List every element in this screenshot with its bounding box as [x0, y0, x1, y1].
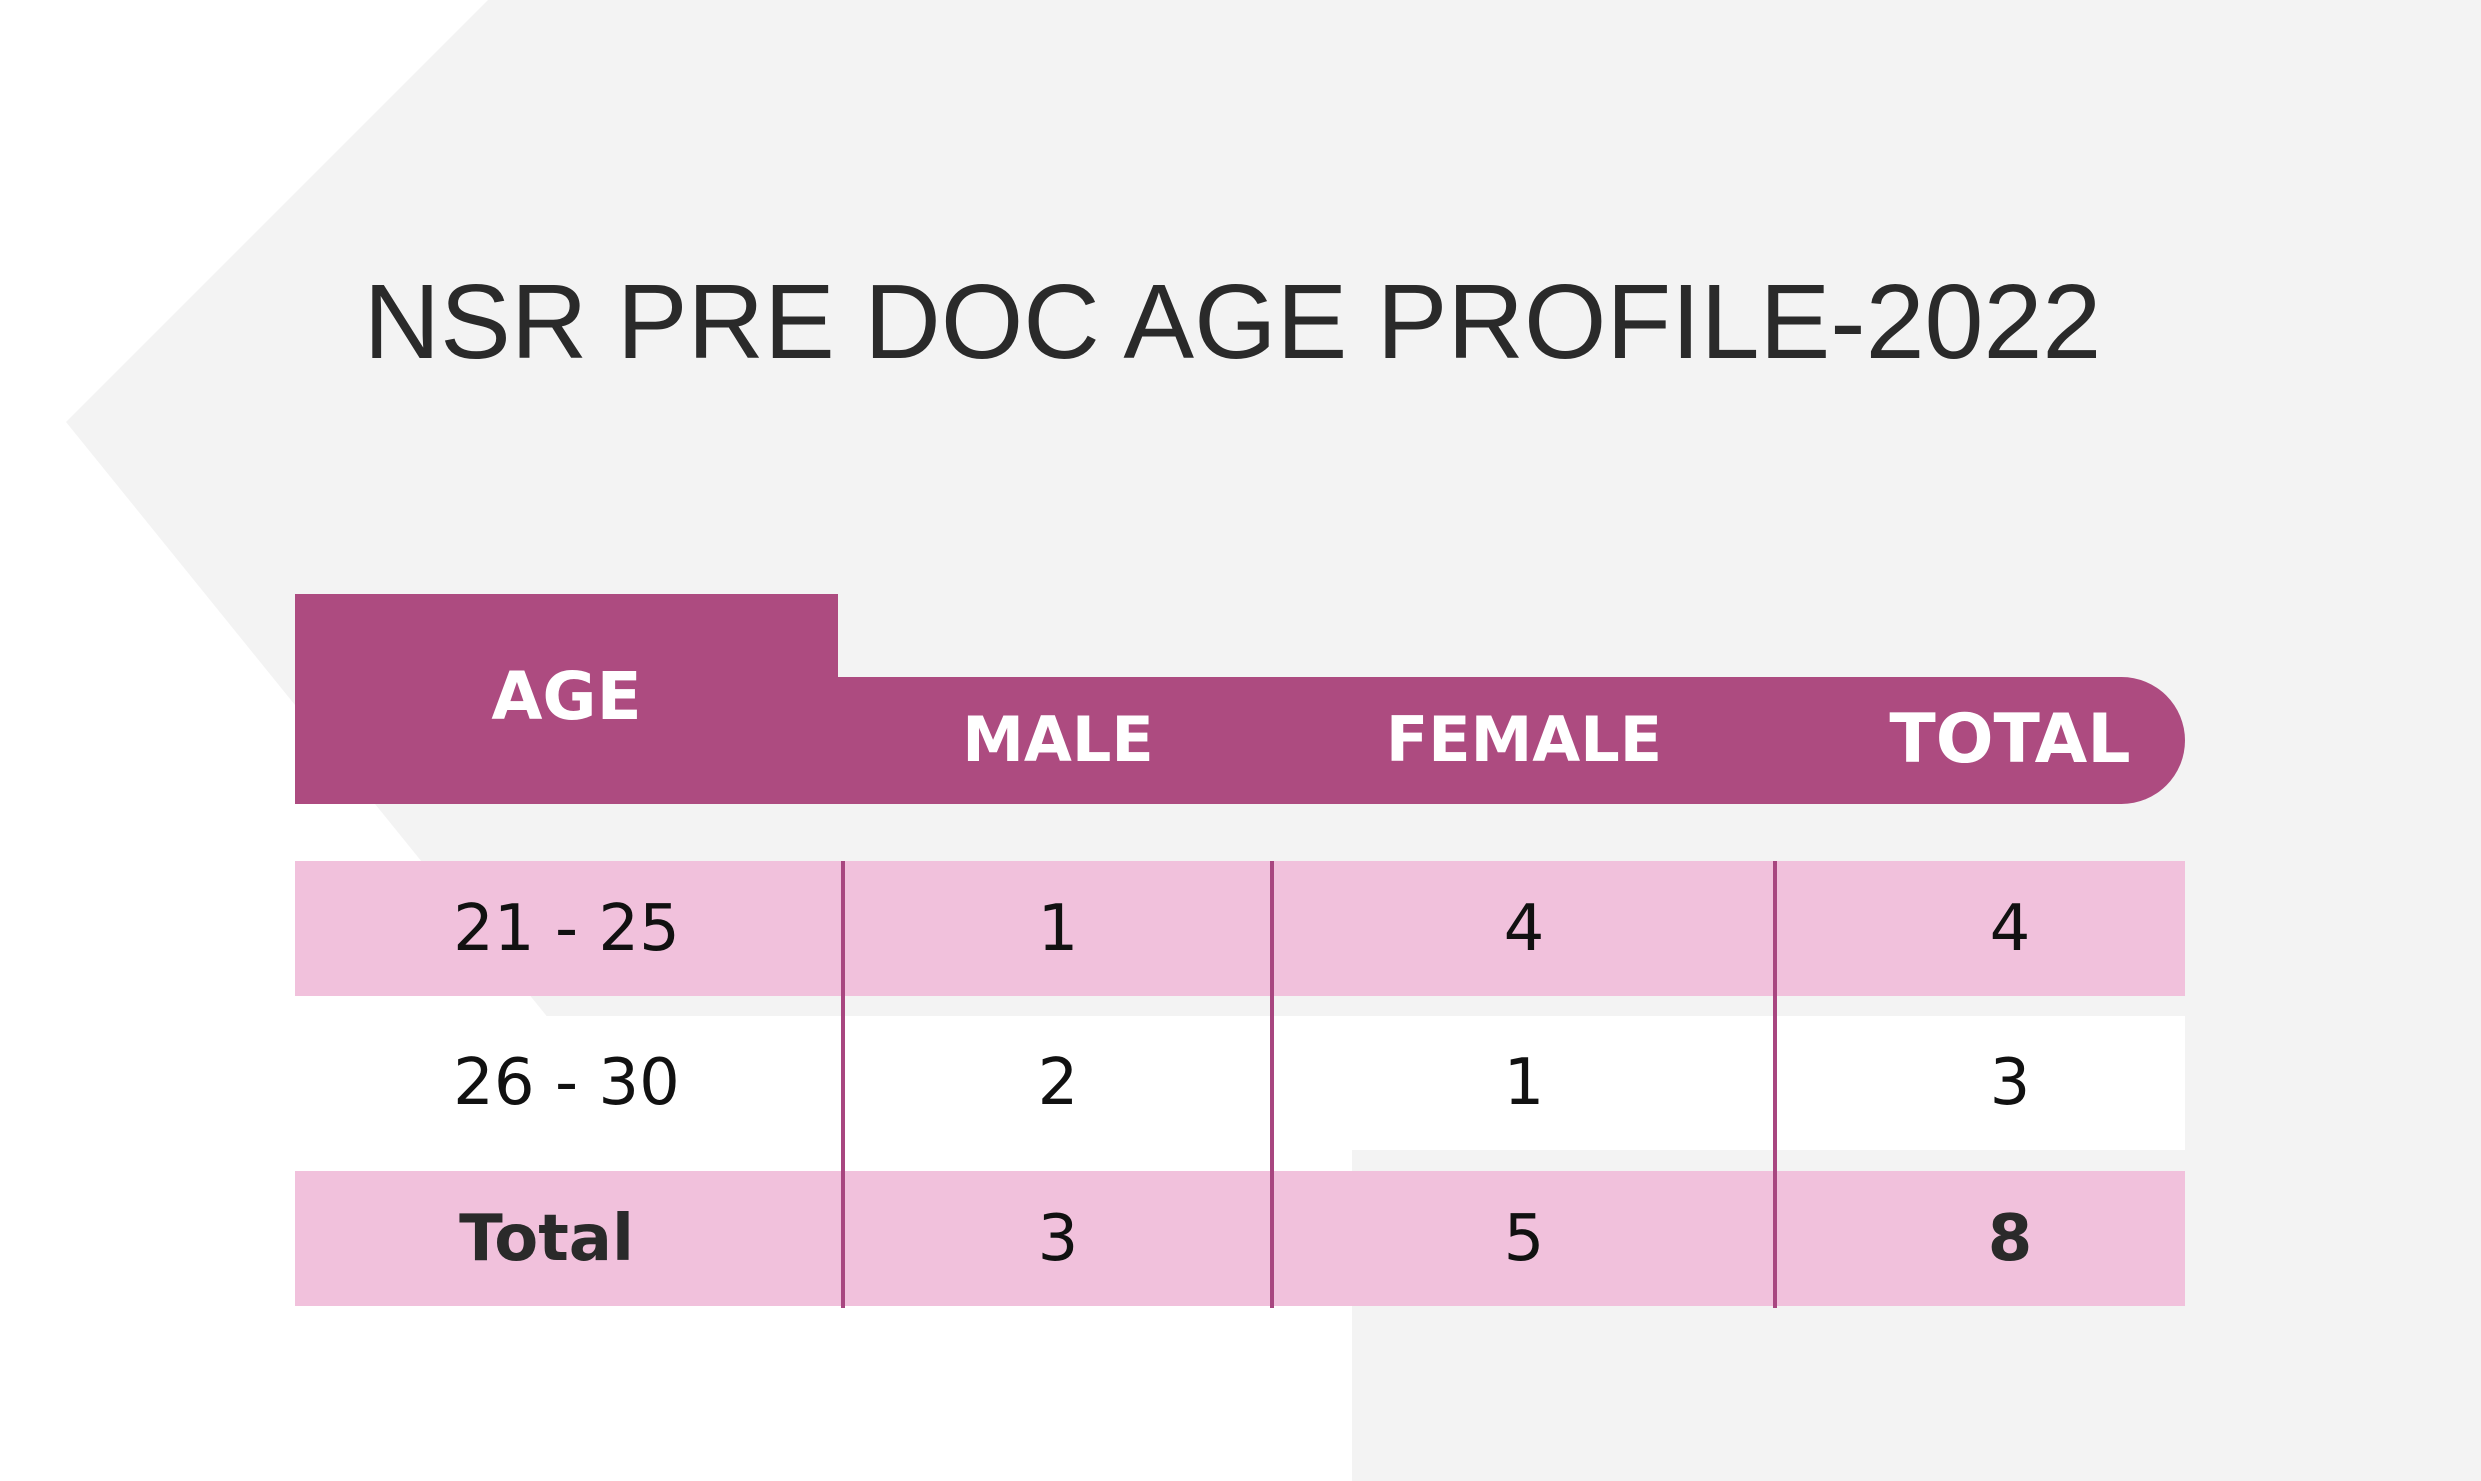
header-age: AGE [491, 658, 642, 735]
header-female: FEMALE [1385, 703, 1663, 776]
table-row-2-bg [295, 1016, 2185, 1150]
column-divider-3 [1773, 861, 1777, 1308]
cell-total-26-30: 3 [1989, 1046, 2031, 1120]
column-divider-1 [841, 861, 845, 1308]
cell-female-26-30: 1 [1503, 1046, 1545, 1120]
header-male: MALE [962, 703, 1154, 776]
cell-age-26-30: 26 - 30 [453, 1046, 680, 1120]
cell-female-total: 5 [1503, 1202, 1545, 1276]
cell-female-21-25: 4 [1503, 892, 1545, 966]
table-row-1-bg [295, 861, 2185, 996]
cell-male-total: 3 [1037, 1202, 1079, 1276]
cell-total-21-25: 4 [1989, 892, 2031, 966]
cell-total-total: 8 [1987, 1202, 2033, 1276]
cell-age-total: Total [459, 1202, 634, 1276]
page-title: NSR PRE DOC AGE PROFILE-2022 [363, 263, 2102, 381]
cell-age-21-25: 21 - 25 [453, 892, 680, 966]
header-total: TOTAL [1889, 700, 2131, 779]
cell-male-26-30: 2 [1037, 1046, 1079, 1120]
cell-male-21-25: 1 [1037, 892, 1079, 966]
column-divider-2 [1270, 861, 1274, 1308]
table-row-3-bg [295, 1171, 2185, 1306]
header-bar [295, 677, 2185, 804]
